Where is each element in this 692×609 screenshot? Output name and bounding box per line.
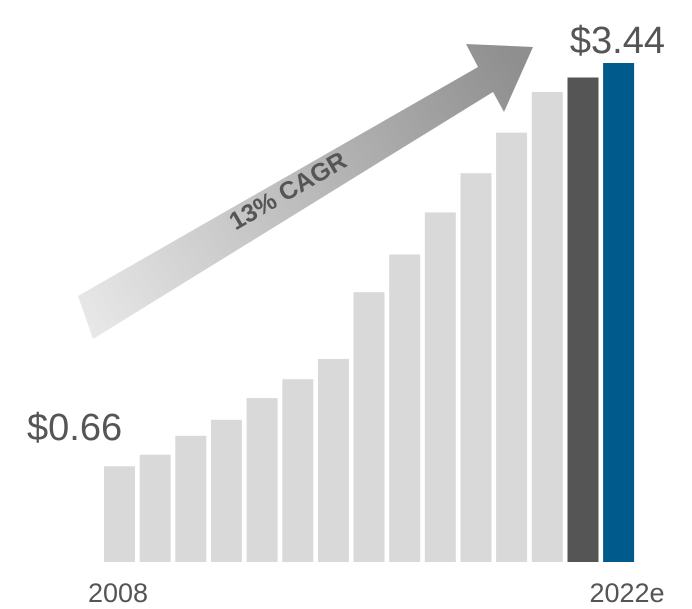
bar-2018 [460,173,492,562]
bar-2009 [139,454,171,562]
bar-2011 [210,419,242,562]
bar-2021 [567,77,599,562]
bar-2022e [603,63,635,562]
bar-2010 [175,435,207,562]
bar-2019 [496,132,528,562]
x-tick-first: 2008 [88,578,148,608]
bar-2013 [282,379,314,562]
bar-2012 [246,398,278,562]
bar-2016 [389,254,421,562]
bars-group [104,63,635,562]
bar-2008 [104,466,135,562]
cagr-arrow-shape [78,44,533,339]
last-value-label: $3.44 [570,20,665,62]
x-tick-last: 2022e [589,578,664,608]
bar-2015 [353,292,385,562]
first-value-label: $0.66 [27,407,122,449]
bar-2017 [424,212,456,562]
bar-2014 [317,358,349,562]
bar-2020 [531,92,563,562]
